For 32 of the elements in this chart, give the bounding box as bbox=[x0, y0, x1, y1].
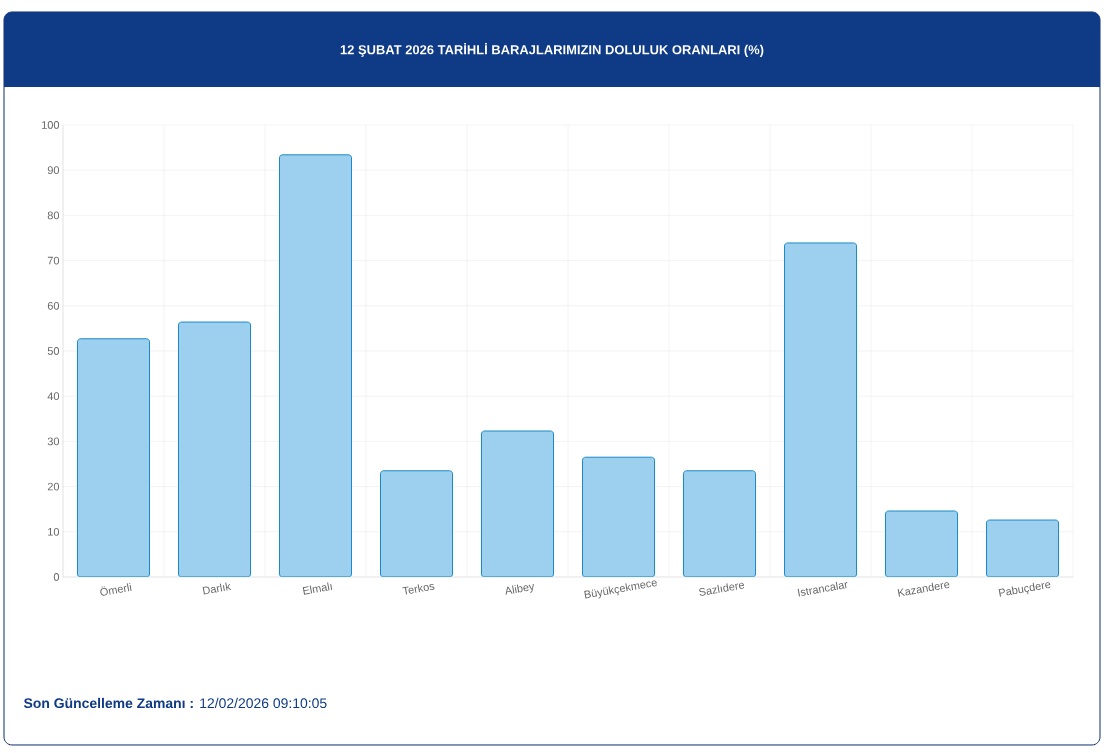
x-tick-label: Elmalı bbox=[302, 582, 333, 595]
bar bbox=[683, 470, 757, 577]
y-tick-label: 60 bbox=[47, 301, 60, 310]
y-tick-label: 90 bbox=[47, 166, 60, 175]
bar bbox=[986, 519, 1060, 577]
y-tick-label: 100 bbox=[42, 121, 60, 129]
chart-title: 12 ŞUBAT 2026 TARİHLİ BARAJLARIMIZIN DOLULUK ORANLARI (%) bbox=[340, 43, 764, 57]
y-tick-label: 50 bbox=[47, 347, 60, 355]
x-tick-label: Ömerli bbox=[100, 582, 132, 596]
y-tick-label: 80 bbox=[47, 211, 60, 220]
bar bbox=[279, 154, 353, 577]
y-tick-label: 70 bbox=[47, 256, 60, 265]
y-tick-label: 30 bbox=[47, 437, 60, 446]
bar bbox=[784, 242, 858, 577]
x-tick-label: Darlık bbox=[202, 582, 232, 595]
x-tick-label: Istrancalar bbox=[797, 581, 848, 597]
bar bbox=[178, 321, 252, 577]
bar bbox=[582, 456, 656, 577]
x-tick-label: Pabuçdere bbox=[998, 582, 1051, 597]
y-tick-label: 40 bbox=[47, 392, 60, 401]
y-tick-label: 10 bbox=[48, 527, 60, 536]
bar bbox=[481, 430, 555, 577]
bar bbox=[77, 338, 151, 577]
x-tick-label: Terkos bbox=[402, 584, 435, 595]
x-tick-label: Kazandere bbox=[897, 582, 950, 597]
bar bbox=[380, 470, 454, 577]
x-tick-label: Sazlıdere bbox=[699, 582, 745, 596]
bar bbox=[885, 510, 959, 577]
text: Son Güncelleme Zamanı : 12/02/2026 09:10:05 bbox=[23, 697, 327, 709]
y-tick-label: 20 bbox=[47, 482, 60, 491]
x-tick-label: Alibey bbox=[505, 583, 534, 595]
y-tick-label: 0 bbox=[53, 573, 60, 581]
